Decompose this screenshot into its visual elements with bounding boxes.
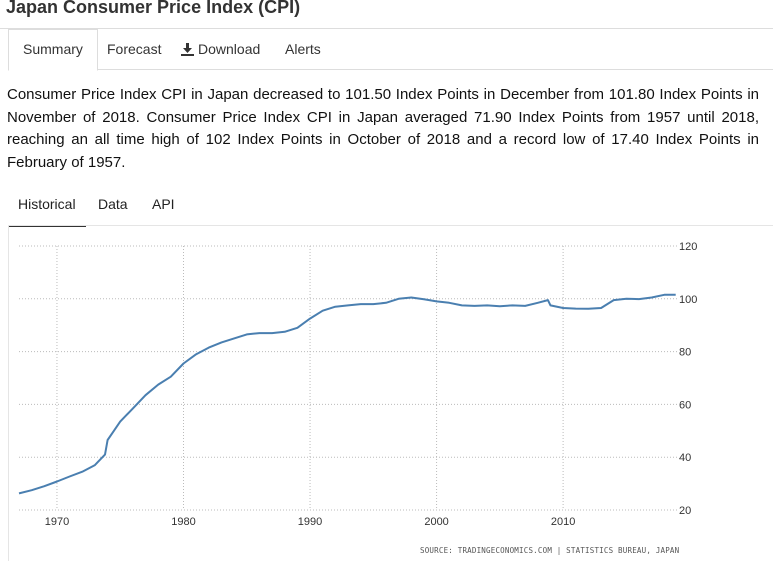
chart-source: SOURCE: TRADINGECONOMICS.COM | STATISTIC…	[420, 546, 680, 555]
y-tick-label: 100	[679, 294, 697, 306]
tab-summary[interactable]: Summary	[8, 29, 98, 71]
x-tick-label: 1980	[171, 516, 195, 528]
x-tick-label: 1990	[298, 516, 322, 528]
subtab-api[interactable]: API	[152, 196, 175, 212]
y-tick-label: 40	[679, 452, 691, 464]
tab-download-label: Download	[198, 41, 261, 57]
series-line[interactable]	[18, 293, 676, 495]
tab-forecast[interactable]: Forecast	[107, 41, 162, 57]
download-icon	[181, 43, 194, 56]
cpi-line-chart[interactable]: 20 40 60 80 100 120 1970 1980 1990 2000 2010	[9, 225, 773, 561]
title-divider	[0, 28, 773, 29]
subtabs-divider	[8, 225, 773, 226]
subtab-data[interactable]: Data	[98, 196, 128, 212]
tabs-divider	[8, 69, 773, 70]
tab-download[interactable]: Download	[181, 29, 260, 69]
x-tick-label: 2010	[551, 516, 575, 528]
y-tick-label: 120	[679, 241, 697, 253]
page-title: Japan Consumer Price Index (CPI)	[6, 0, 301, 17]
y-tick-label: 80	[679, 347, 691, 359]
summary-text: Consumer Price Index CPI in Japan decrea…	[7, 86, 759, 171]
y-tick-label: 60	[679, 399, 691, 411]
main-tabs: Summary Forecast Download Alerts	[8, 29, 773, 71]
subtab-historical[interactable]: Historical	[8, 196, 86, 227]
chart-subtabs: Historical Data API	[8, 188, 773, 227]
x-tick-label: 2000	[424, 516, 448, 528]
tab-alerts[interactable]: Alerts	[285, 41, 321, 57]
y-tick-label: 20	[679, 505, 691, 517]
chart-panel: 20 40 60 80 100 120 1970 1980 1990 2000 2010	[8, 225, 773, 561]
x-tick-label: 1970	[45, 516, 69, 528]
